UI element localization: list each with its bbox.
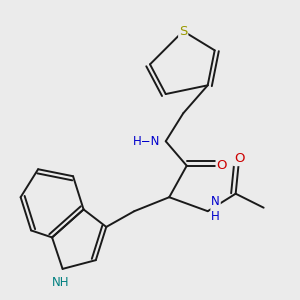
Text: NH: NH [52, 276, 70, 290]
Text: O: O [216, 159, 227, 172]
Text: H−N: H−N [133, 135, 160, 148]
Text: N
H: N H [211, 195, 220, 224]
Text: S: S [179, 25, 188, 38]
Text: O: O [234, 152, 244, 165]
